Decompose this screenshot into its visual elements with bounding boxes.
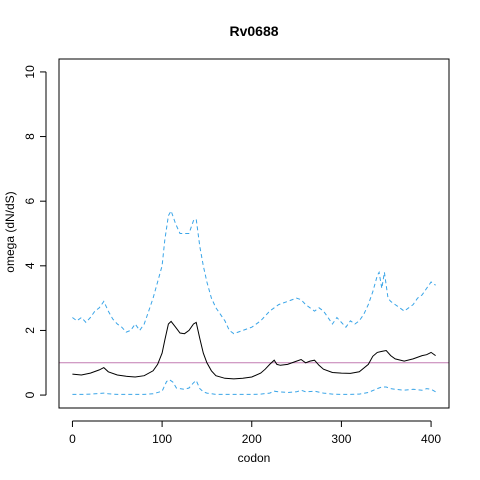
y-tick-label: 0 [23, 391, 37, 398]
x-tick-label: 0 [69, 432, 76, 446]
y-tick-label: 4 [23, 262, 37, 269]
y-tick-label: 8 [23, 133, 37, 140]
axes: 0 100 200 300 400 0 2 4 6 8 10 [23, 58, 450, 446]
y-tick-label: 6 [23, 198, 37, 205]
y-axis-label: omega (dN/dS) [3, 191, 17, 272]
plot-area [59, 209, 449, 395]
x-tick-label: 200 [242, 432, 262, 446]
chart-title: Rv0688 [229, 23, 278, 39]
x-axis-label: codon [238, 451, 271, 465]
estimate-line [72, 320, 436, 380]
plot-frame [58, 58, 450, 409]
ci-line-2 [72, 378, 436, 395]
x-tick-label: 300 [331, 432, 351, 446]
x-tick-label: 100 [152, 432, 172, 446]
y-tick-label: 10 [23, 65, 37, 79]
y-tick-label: 2 [23, 327, 37, 334]
x-tick-label: 400 [421, 432, 441, 446]
